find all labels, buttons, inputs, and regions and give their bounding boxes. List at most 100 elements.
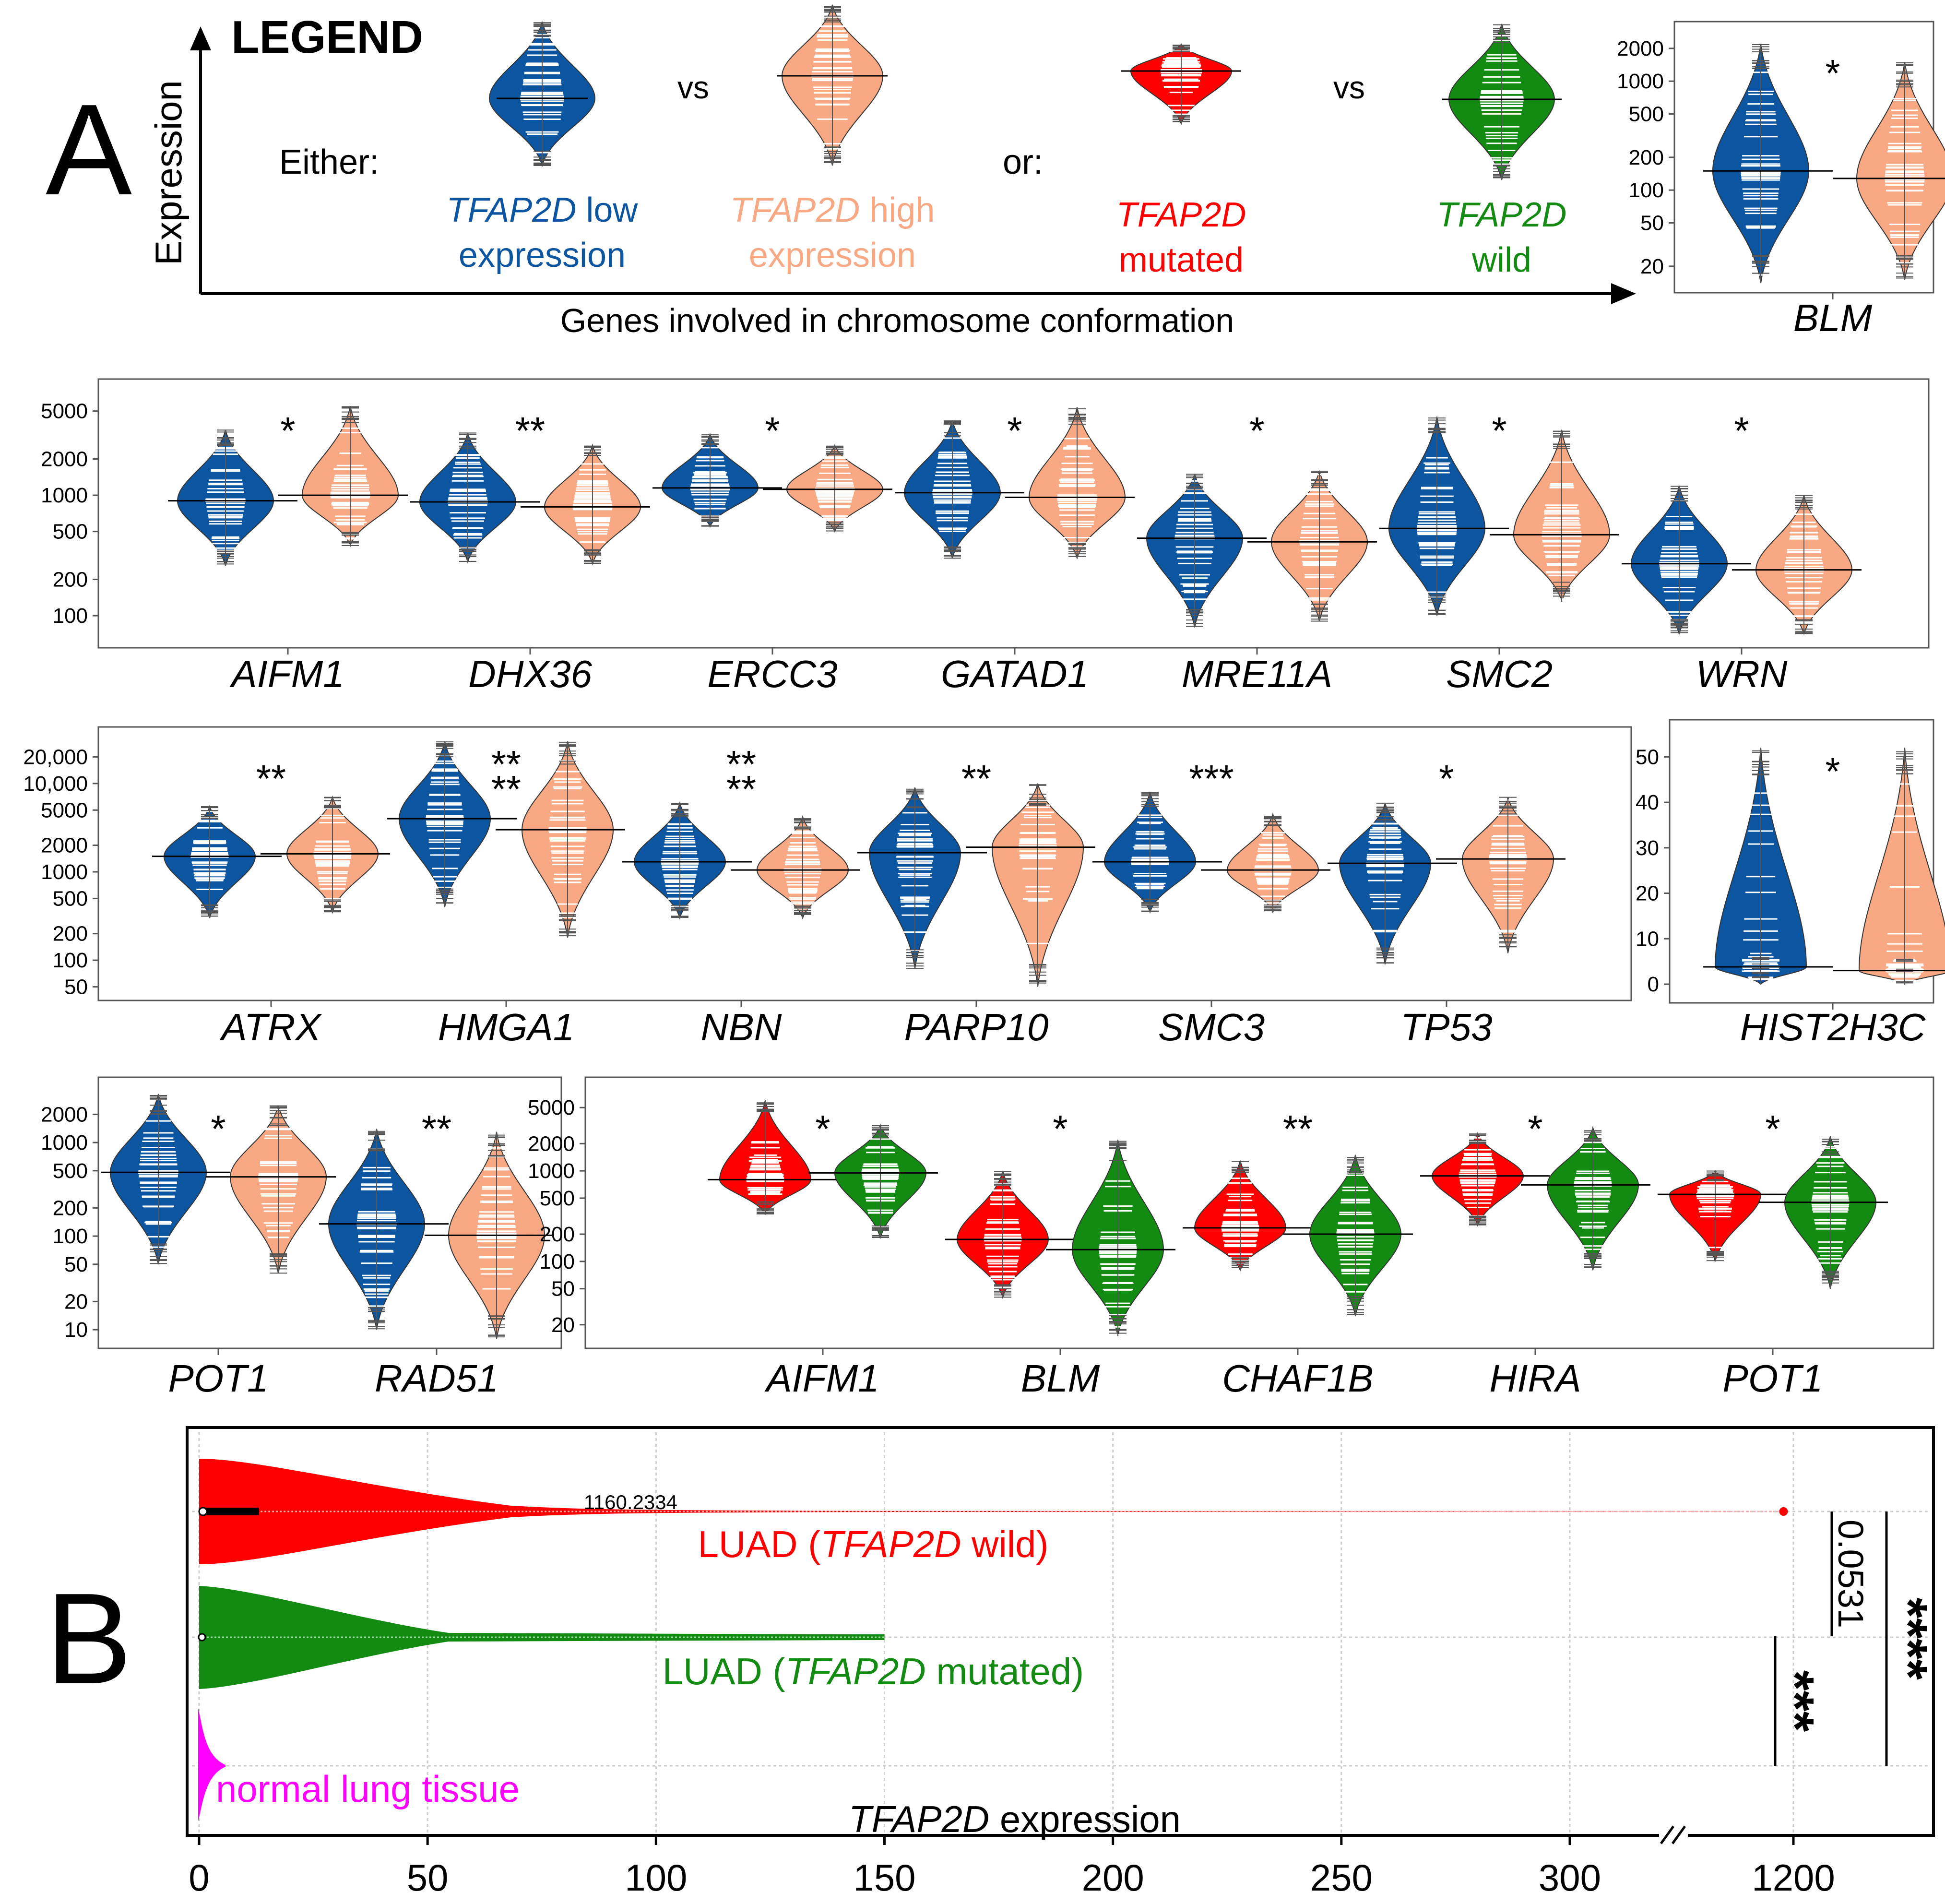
pot1rad51-y-tick-label-2: 50 <box>64 1253 88 1276</box>
panel-b-violins <box>198 1459 1788 1821</box>
panel-b-frame <box>186 1426 1935 1837</box>
row3-y-tick-label-6: 5000 <box>41 798 88 822</box>
row2-ercc3-violin-1 <box>786 444 884 533</box>
row3-sig-5-0: * <box>1439 757 1454 800</box>
mutwild-aifm1-violin-1 <box>834 1123 927 1238</box>
legend-panel: A LEGEND Expression Genes involved in ch… <box>46 4 1636 339</box>
row2-dhx36-violin-0 <box>419 432 517 564</box>
row3-tp53-violin-0 <box>1339 789 1432 964</box>
group-label-wild-pre: LUAD ( <box>698 1523 821 1565</box>
legend-wild-gene: TFAP2D <box>1437 196 1567 234</box>
hist-y-tick-label-0: 0 <box>1648 973 1659 996</box>
blm-sig-0-0: * <box>1825 52 1840 95</box>
row3-y-tick-label-4: 1000 <box>41 860 88 884</box>
row2-gene-dhx36-1: DHX36 ** <box>410 409 650 695</box>
panel-b-violin-normal <box>198 1708 225 1821</box>
comparison-label-0: 0.0531 <box>1831 1520 1871 1628</box>
comparison-mutated-vs-normal: *** <box>1766 1636 1825 1766</box>
row2-gene-mre11a-4: MRE11A * <box>1137 409 1377 695</box>
legend-y-label: Expression <box>147 80 190 265</box>
mutwild-sig-3-0: * <box>1528 1107 1542 1150</box>
blm-y-tick-label-6: 2000 <box>1617 37 1664 60</box>
row3-atrx-violin-1 <box>286 795 379 914</box>
row3-smc3-violin-1 <box>1226 812 1319 914</box>
row3-hmga1-violin-1 <box>521 741 614 938</box>
legend-low-gene: TFAP2D <box>447 191 577 229</box>
hist-y-tick-label-3: 30 <box>1636 836 1659 860</box>
blm-gene-blm-0: BLM * <box>1703 44 1945 339</box>
row3-sig-1-1: ** <box>491 768 521 810</box>
comparison-wild-vs-normal: **** <box>1879 1511 1938 1766</box>
mutwild-y-tick-label-3: 200 <box>540 1223 575 1246</box>
row2-gene-ercc3-2: ERCC3 * <box>652 409 892 695</box>
row2-wrn-violin-1 <box>1755 495 1853 635</box>
row2-y-tick-label-2: 500 <box>53 520 88 544</box>
row2-ercc3-violin-0 <box>661 432 759 528</box>
mutwild-pot1-violin-0 <box>1669 1144 1762 1262</box>
mutwild-y-tick-label-5: 1000 <box>528 1159 575 1183</box>
row3-sig-0-0: ** <box>256 757 286 800</box>
row2-sig-2-0: * <box>765 409 780 452</box>
row3-smc3-violin-0 <box>1103 792 1197 914</box>
group-label-wild: LUAD (TFAP2D wild) <box>698 1523 1049 1565</box>
row2-gene-aifm1-0: AIFM1 * <box>168 406 408 695</box>
pot1rad51-y-ticks: 10 20 50 100 200 500 1000 2000 <box>41 1103 98 1342</box>
row3-nbn-violin-0 <box>633 801 726 920</box>
mutwild-aifm1-violin-0 <box>719 1100 812 1238</box>
mutwild-blm-violin-1 <box>1071 1140 1164 1341</box>
panel-b-x-tick-label-1: 50 <box>407 1856 449 1899</box>
row3-y-tick-label-1: 100 <box>53 949 88 972</box>
row2-gatad1-violin-0 <box>903 420 1001 559</box>
mutwild-sig-4-0: * <box>1765 1107 1780 1150</box>
row3-nbn-violin-1 <box>756 815 849 920</box>
mutwild-hira-violin-1 <box>1546 1126 1639 1271</box>
hist-hist2h3c-violin-0 <box>1714 748 1807 1104</box>
group-label-mutated-pre: LUAD ( <box>663 1650 785 1692</box>
pot1rad51-pot1-violin-0 <box>109 1094 207 1264</box>
row2-y-tick-label-3: 1000 <box>41 484 88 507</box>
row2-gene-gatad1-3: GATAD1 * <box>895 407 1135 695</box>
row2-gene-label-4: MRE11A <box>1182 653 1332 695</box>
hist-frame <box>1669 719 1934 1004</box>
legend-mutated-line2: mutated <box>1119 241 1244 279</box>
group-label-mutated-post: mutated) <box>926 1650 1084 1692</box>
blm-y-tick-label-3: 200 <box>1629 146 1664 169</box>
max-value-annotation: 1160.2334 <box>584 1491 677 1513</box>
mutwild-hira-violin-0 <box>1431 1131 1524 1227</box>
chart-blm: 20 50 100 200 500 1000 2000 BLM * <box>1617 21 1945 339</box>
hist-sig-0-0: * <box>1825 750 1840 793</box>
row3-sig-1-0: ** <box>491 743 521 785</box>
panel-label-a: A <box>46 78 132 222</box>
row2-gene-label-6: WRN <box>1696 653 1787 695</box>
comparison-label-1: *** <box>1766 1670 1825 1732</box>
mutwild-gene-label-4: POT1 <box>1723 1357 1823 1400</box>
row2-gene-label-0: AIFM1 <box>229 653 344 695</box>
legend-violin-mutated <box>1130 31 1233 126</box>
row3-sig-4-0: *** <box>1189 757 1233 800</box>
legend-violin-wild <box>1448 24 1555 180</box>
mutwild-gene-label-0: AIFM1 <box>764 1357 879 1400</box>
mutwild-y-tick-label-6: 2000 <box>528 1132 575 1155</box>
panel-b-x-tick-label-2: 100 <box>625 1856 687 1899</box>
legend-wild-line2: wild <box>1471 241 1531 279</box>
row3-sig-2-1: ** <box>726 768 756 810</box>
legend-low-line1: TFAP2D low <box>447 191 639 229</box>
row2-y-tick-label-0: 100 <box>53 604 88 628</box>
pot1rad51-y-tick-label-1: 20 <box>64 1290 88 1313</box>
row3-gene-label-0: ATRX <box>219 1006 322 1048</box>
row2-sig-6-0: * <box>1734 409 1749 452</box>
blm-y-tick-label-2: 100 <box>1629 178 1664 202</box>
legend-x-label: Genes involved in chromosome conformatio… <box>560 302 1234 339</box>
blm-y-tick-label-4: 500 <box>1629 103 1664 126</box>
comparison-label-2: **** <box>1879 1597 1938 1679</box>
pot1rad51-gene-label-1: RAD51 <box>375 1357 498 1400</box>
row2-gene-label-3: GATAD1 <box>941 653 1089 695</box>
row3-sig-3-0: ** <box>961 757 991 800</box>
row2-mre11a-violin-0 <box>1146 464 1244 628</box>
row3-parp10-violin-1 <box>991 754 1084 987</box>
pot1rad51-y-tick-label-0: 10 <box>64 1318 88 1342</box>
mutwild-sig-1-0: * <box>1053 1107 1067 1150</box>
mutwild-y-tick-label-1: 50 <box>551 1277 575 1301</box>
legend-low-word: low <box>576 191 638 229</box>
